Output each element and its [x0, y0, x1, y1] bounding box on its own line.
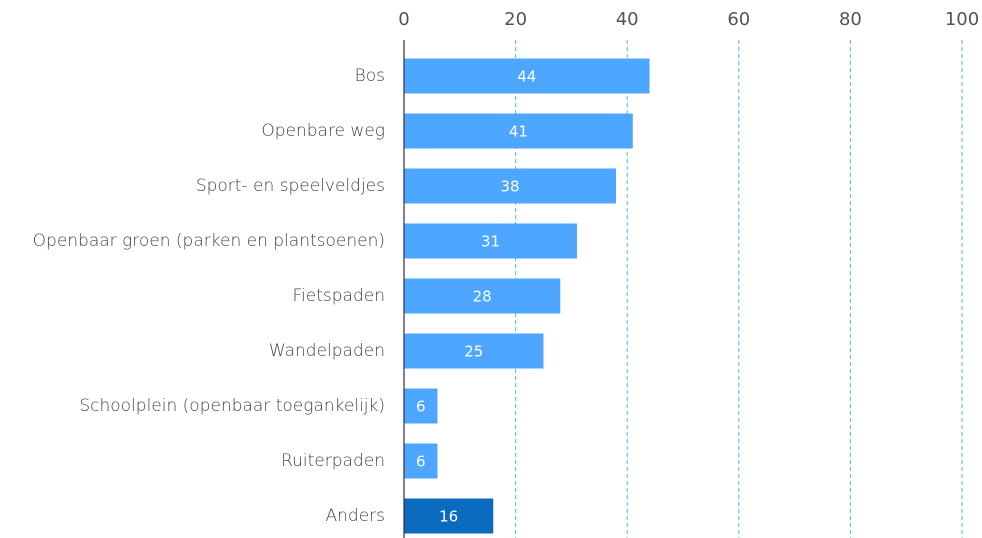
data-label: 28	[473, 288, 492, 306]
data-label: 6	[416, 398, 426, 416]
y-tick-label: Anders	[326, 506, 386, 526]
bar	[404, 168, 617, 204]
y-tick-label: Wandelpaden	[269, 341, 385, 361]
bar	[404, 388, 438, 424]
x-tick-label: 40	[616, 9, 639, 30]
y-tick-label: Openbaar groen (parken en plantsoenen)	[33, 231, 385, 251]
bar	[404, 58, 650, 94]
data-label: 44	[517, 68, 536, 86]
data-label: 25	[464, 343, 483, 361]
bar	[404, 333, 544, 369]
x-tick-label: 60	[727, 9, 750, 30]
bar	[404, 223, 577, 259]
data-label: 41	[509, 123, 528, 141]
x-tick-label: 80	[839, 9, 862, 30]
bar	[404, 113, 633, 149]
y-tick-label: Openbare weg	[261, 121, 385, 141]
x-tick-label: 100	[945, 9, 979, 30]
data-label: 38	[500, 178, 519, 196]
x-tick-label: 0	[398, 9, 409, 30]
bar	[404, 498, 494, 534]
bar	[404, 443, 438, 479]
y-tick-label: Schoolplein (openbaar toegankelijk)	[79, 396, 385, 416]
bar	[404, 278, 561, 314]
data-label: 16	[439, 508, 458, 526]
y-tick-label: Fietspaden	[293, 286, 385, 306]
y-tick-label: Sport- en speelveldjes	[196, 176, 385, 196]
y-tick-label: Ruiterpaden	[281, 451, 385, 471]
data-label: 6	[416, 453, 426, 471]
x-tick-label: 20	[504, 9, 527, 30]
y-tick-label: Bos	[355, 66, 385, 86]
data-label: 31	[481, 233, 500, 251]
